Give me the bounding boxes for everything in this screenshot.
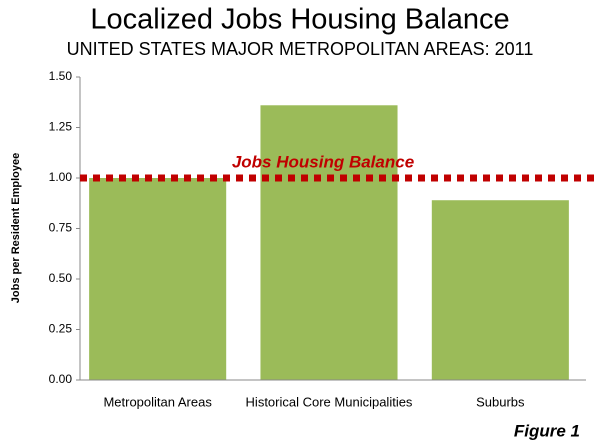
- x-tick-label: Metropolitan Areas: [103, 394, 212, 409]
- y-tick-label: 1.50: [49, 69, 73, 83]
- reference-label: Jobs Housing Balance: [232, 152, 414, 171]
- figure-note: Figure 1: [514, 421, 580, 440]
- chart-subtitle: UNITED STATES MAJOR METROPOLITAN AREAS: …: [67, 39, 534, 59]
- chart-title: Localized Jobs Housing Balance: [90, 4, 509, 36]
- y-tick-label: 0.75: [49, 221, 73, 235]
- y-tick-label: 1.00: [49, 170, 73, 184]
- bar: [89, 178, 227, 380]
- x-tick-label: Historical Core Municipalities: [246, 394, 413, 409]
- bar: [431, 200, 569, 380]
- y-tick-label: 0.50: [49, 271, 73, 285]
- y-tick-label: 0.25: [49, 322, 73, 336]
- y-tick-label: 1.25: [49, 120, 73, 134]
- x-tick-label: Suburbs: [476, 394, 525, 409]
- y-tick-label: 0.00: [49, 372, 73, 386]
- bar: [260, 105, 398, 380]
- y-axis-label: Jobs per Resident Employee: [10, 153, 22, 303]
